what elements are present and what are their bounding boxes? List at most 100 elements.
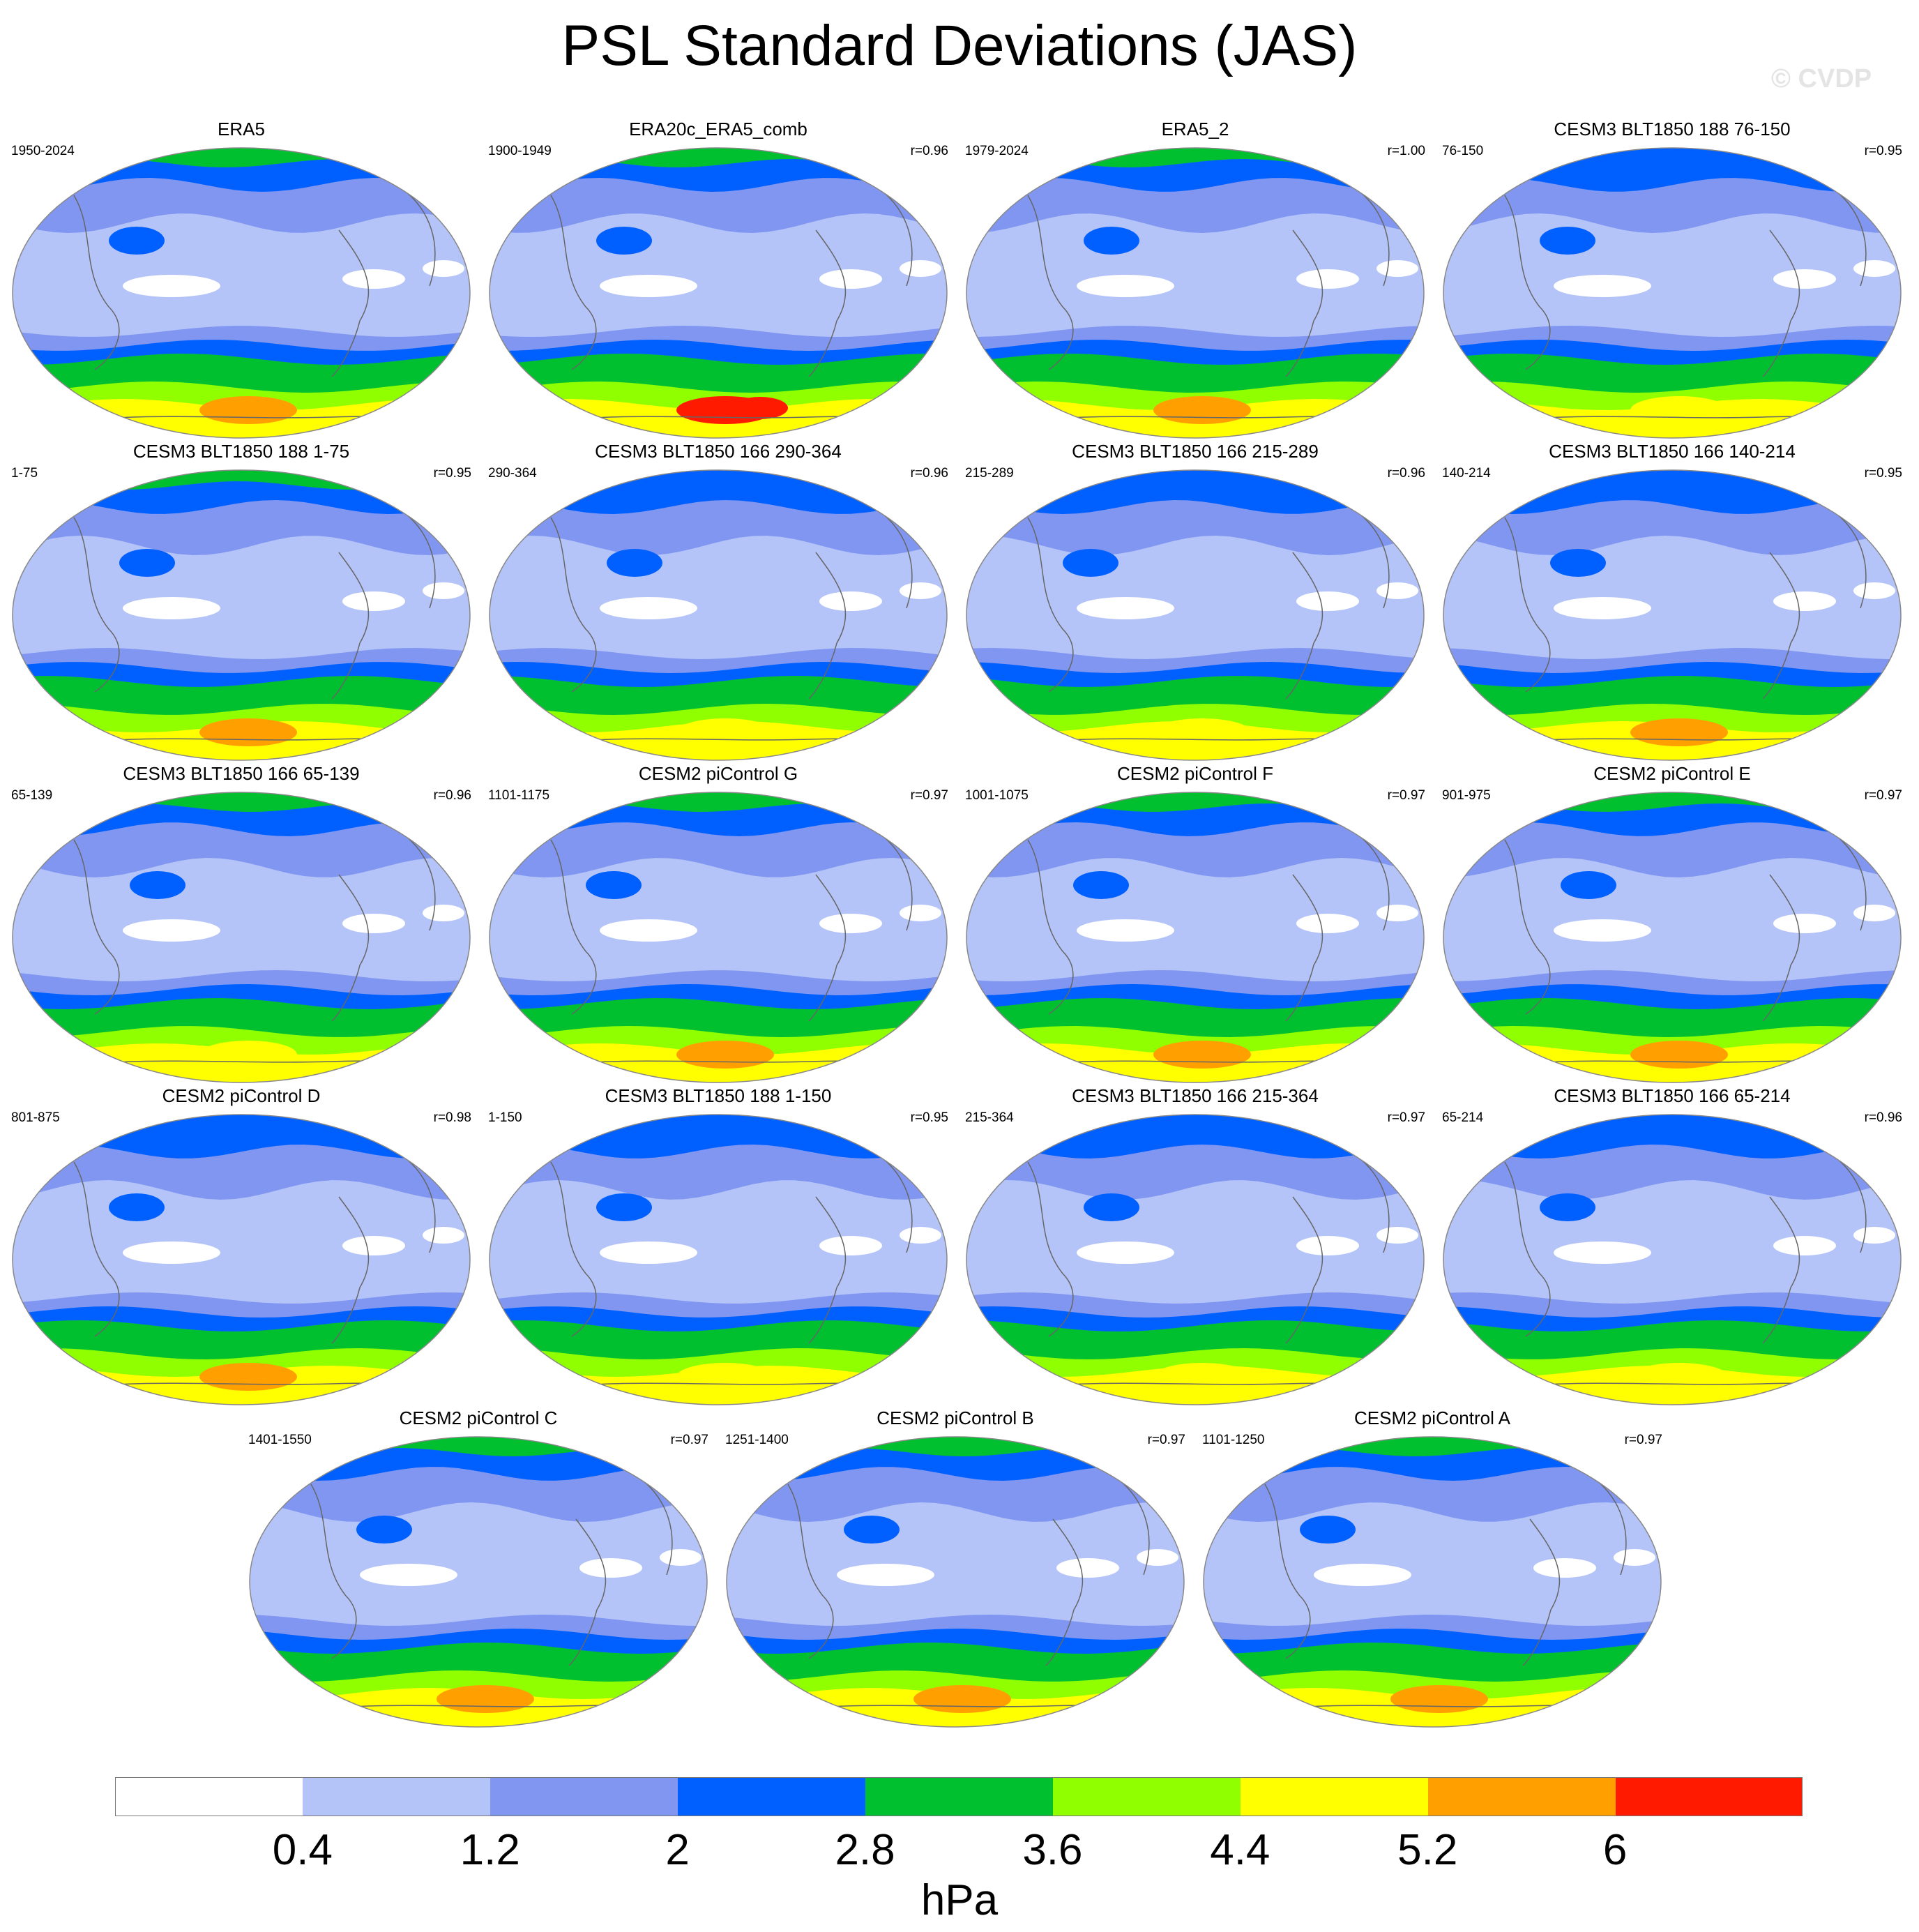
panel-map — [489, 147, 948, 439]
map-panel: CESM3 BLT1850 166 215-364 215-364 r=0.97 — [958, 1085, 1432, 1406]
colorbar-tick-label: 1.2 — [460, 1826, 520, 1874]
map-panel: CESM3 BLT1850 166 65-139 65-139 r=0.96 — [4, 763, 478, 1084]
panel-years: 1-150 — [488, 1110, 522, 1125]
colorbar-tick-label: 4.4 — [1210, 1826, 1271, 1874]
colorbar-tick-label: 0.4 — [272, 1826, 333, 1874]
panel-correlation: r=0.95 — [910, 1110, 948, 1125]
map-panel: CESM3 BLT1850 166 215-289 215-289 r=0.96 — [958, 441, 1432, 762]
panel-years: 1-75 — [11, 466, 38, 481]
panel-map — [489, 1114, 948, 1405]
colorbar-tick-label: 5.2 — [1397, 1826, 1458, 1874]
panel-map — [1443, 1114, 1902, 1405]
panel-correlation: r=1.00 — [1387, 144, 1425, 158]
panel-title: CESM2 piControl C — [399, 1408, 558, 1428]
panel-correlation: r=0.97 — [1624, 1433, 1662, 1447]
map-panel: CESM3 BLT1850 166 140-214 140-214 r=0.95 — [1435, 441, 1909, 762]
panel-title: ERA5 — [218, 119, 265, 139]
map-panel: CESM2 piControl G 1101-1175 r=0.97 — [481, 763, 955, 1084]
colorbar-swatch — [302, 1777, 491, 1816]
panel-correlation: r=0.98 — [433, 1110, 471, 1125]
panel-years: 1251-1400 — [725, 1433, 789, 1447]
panel-years: 1101-1250 — [1202, 1433, 1265, 1447]
colorbar-frame — [115, 1777, 1803, 1816]
colorbar-swatch — [1052, 1777, 1241, 1816]
map-panel: CESM2 piControl F 1001-1075 r=0.97 — [958, 763, 1432, 1084]
colorbar-swatch — [1240, 1777, 1428, 1816]
watermark: © CVDP — [1771, 64, 1872, 93]
panel-title: CESM2 piControl F — [1117, 763, 1273, 784]
panel-correlation: r=0.96 — [433, 788, 471, 803]
panel-map — [1203, 1436, 1662, 1728]
map-panel: CESM3 BLT1850 188 1-75 1-75 r=0.95 — [4, 441, 478, 762]
page-title: PSL Standard Deviations (JAS) — [561, 14, 1358, 77]
panel-map — [489, 469, 948, 761]
panel-title: ERA20c_ERA5_comb — [629, 119, 807, 139]
colorbar-tick-label: 2 — [665, 1826, 690, 1874]
colorbar-swatch — [1427, 1777, 1616, 1816]
panel-title: CESM2 piControl E — [1593, 763, 1751, 784]
panel-map — [966, 147, 1425, 439]
panel-correlation: r=0.97 — [670, 1433, 708, 1447]
colorbar — [115, 1777, 1803, 1816]
panel-years: 76-150 — [1442, 144, 1484, 158]
panel-map — [966, 469, 1425, 761]
panel-correlation: r=0.95 — [1864, 144, 1902, 158]
panel-map — [1443, 147, 1902, 439]
panel-correlation: r=0.96 — [910, 466, 948, 481]
map-panel: CESM2 piControl C 1401-1550 r=0.97 — [241, 1408, 715, 1728]
panel-years: 65-214 — [1442, 1110, 1484, 1125]
panel-years: 1979-2024 — [965, 144, 1029, 158]
panel-title: CESM2 piControl A — [1354, 1408, 1510, 1428]
panel-correlation: r=0.95 — [433, 466, 471, 481]
panel-title: CESM3 BLT1850 166 290-364 — [595, 441, 842, 462]
panel-correlation: r=0.97 — [1147, 1433, 1185, 1447]
map-panel: ERA20c_ERA5_comb 1900-1949 r=0.96 — [481, 119, 955, 439]
panel-years: 215-364 — [965, 1110, 1014, 1125]
panel-title: CESM3 BLT1850 188 76-150 — [1554, 119, 1791, 139]
map-panel: CESM2 piControl D 801-875 r=0.98 — [4, 1085, 478, 1406]
colorbar-units: hPa — [920, 1876, 999, 1924]
map-panel: CESM3 BLT1850 166 290-364 290-364 r=0.96 — [481, 441, 955, 762]
panel-years: 215-289 — [965, 466, 1014, 481]
panel-correlation: r=0.97 — [1864, 788, 1902, 803]
panel-years: 140-214 — [1442, 466, 1491, 481]
panel-title: ERA5_2 — [1161, 119, 1229, 139]
panel-title: CESM3 BLT1850 166 215-289 — [1072, 441, 1319, 462]
colorbar-swatch — [490, 1777, 678, 1816]
panel-years: 1401-1550 — [248, 1433, 312, 1447]
panel-years: 1101-1175 — [488, 788, 550, 803]
map-panel: CESM2 piControl B 1251-1400 r=0.97 — [718, 1408, 1192, 1728]
panel-years: 1900-1949 — [488, 144, 552, 158]
panel-title: CESM3 BLT1850 188 1-150 — [605, 1085, 832, 1106]
map-panel: CESM3 BLT1850 188 76-150 76-150 r=0.95 — [1435, 119, 1909, 439]
panel-correlation: r=0.97 — [1387, 1110, 1425, 1125]
map-panel: CESM3 BLT1850 166 65-214 65-214 r=0.96 — [1435, 1085, 1909, 1406]
panel-title: CESM3 BLT1850 166 65-139 — [123, 763, 360, 784]
panel-years: 1001-1075 — [965, 788, 1029, 803]
panel-years: 1950-2024 — [11, 144, 75, 158]
panel-years: 290-364 — [488, 466, 537, 481]
map-panel: CESM2 piControl A 1101-1250 r=0.97 — [1195, 1408, 1669, 1728]
panel-correlation: r=0.96 — [1864, 1110, 1902, 1125]
map-panel: CESM3 BLT1850 188 1-150 1-150 r=0.95 — [481, 1085, 955, 1406]
panel-map — [249, 1436, 708, 1728]
panel-title: CESM3 BLT1850 166 215-364 — [1072, 1085, 1319, 1106]
map-panel: ERA5 1950-2024 — [4, 119, 478, 439]
panel-title: CESM3 BLT1850 166 140-214 — [1549, 441, 1796, 462]
map-panel: ERA5_2 1979-2024 r=1.00 — [958, 119, 1432, 439]
panel-correlation: r=0.96 — [1387, 466, 1425, 481]
panel-map — [12, 1114, 471, 1405]
panel-title: CESM2 piControl D — [162, 1085, 321, 1106]
panel-title: CESM2 piControl B — [877, 1408, 1034, 1428]
panel-correlation: r=0.97 — [910, 788, 948, 803]
map-panels: ERA5 1950-2024 ERA20c_ERA5_comb 1900-1949 r=… — [4, 119, 1909, 1728]
colorbar-swatch — [865, 1777, 1053, 1816]
panel-years: 901-975 — [1442, 788, 1491, 803]
panel-map — [726, 1436, 1185, 1728]
panel-map — [489, 792, 948, 1083]
panel-correlation: r=0.95 — [1864, 466, 1902, 481]
panel-title: CESM3 BLT1850 188 1-75 — [132, 441, 350, 462]
panel-map — [1443, 792, 1902, 1083]
colorbar-swatch — [115, 1777, 303, 1816]
panel-correlation: r=0.96 — [910, 144, 948, 158]
